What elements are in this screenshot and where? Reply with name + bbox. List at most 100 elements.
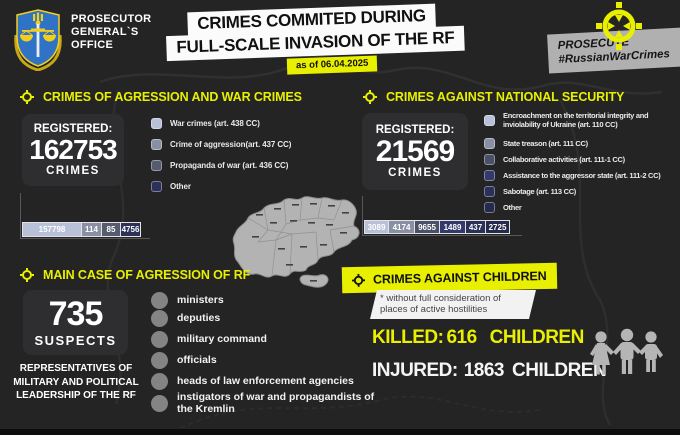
children-figures-icon — [590, 328, 663, 375]
list-item-label: deputies — [177, 311, 221, 324]
legend-swatch — [484, 153, 495, 165]
list-item: military command — [151, 331, 267, 348]
killed-children-stat: KILLED: 616 CHILDREN — [372, 327, 584, 349]
note-line: * without full consideration of — [380, 293, 501, 304]
registered-label: REGISTERED: — [375, 123, 455, 136]
legend-item: Other — [484, 199, 670, 215]
legend-label: War crimes (art. 438 CC) — [170, 118, 260, 128]
main-title: CRIMES COMMITED DURING FULL-SCALE INVASI… — [165, 3, 465, 62]
legend-item: Encroachment on the territorial integrit… — [484, 111, 670, 129]
as-of-date: as of 06.04.2025 — [286, 55, 378, 75]
crosshair-icon — [363, 90, 377, 104]
bar-segment: 9655 — [414, 220, 440, 234]
legend-item: Collaborative activities (art. 111-1 CC) — [484, 151, 670, 167]
crosshair-target-icon — [596, 2, 642, 50]
legend-swatch — [484, 201, 495, 213]
legend-swatch — [151, 117, 162, 129]
caption-line: LEADERSHIP OF THE RF — [16, 390, 136, 401]
children-note: * without full consideration of places o… — [370, 290, 536, 319]
bar-segment: 85 — [101, 222, 121, 237]
list-item: officials — [151, 352, 217, 369]
list-item-label: heads of law enforcement agencies — [177, 374, 354, 387]
bullet-circle-icon — [151, 373, 168, 390]
national-security-stacked-bar: 3089 4174 9655 1489 437 2725 — [364, 220, 510, 234]
bar-segment: 157798 — [22, 222, 82, 237]
legend-label: Other — [503, 202, 522, 212]
section-title: CRIMES AGAINST NATIONAL SECURITY — [386, 90, 625, 104]
bullet-circle-icon — [151, 310, 168, 327]
org-line: PROSECUTOR — [71, 13, 152, 25]
national-security-axis-y — [362, 196, 363, 235]
war-crimes-stat-box: REGISTERED: 162753 CRIMES — [22, 114, 124, 186]
war-crimes-axis-x — [20, 238, 150, 239]
legend-label: Collaborative activities (art. 111-1 CC) — [503, 154, 625, 164]
bottom-strip — [0, 429, 680, 435]
legend-item: War crimes (art. 438 CC) — [151, 115, 291, 131]
bar-segment: 1489 — [439, 220, 466, 234]
war-crimes-total: 162753 — [29, 134, 117, 166]
crosshair-icon — [20, 90, 34, 104]
legend-item: State treason (art. 111 CC) — [484, 135, 670, 151]
national-security-stat-box: REGISTERED: 21569 CRIMES — [362, 113, 468, 190]
caption-line: MILITARY AND POLITICAL — [13, 376, 139, 388]
legend-item: Assistance to the aggressor state (art. … — [484, 167, 670, 183]
bar-segment: 3089 — [364, 220, 389, 234]
injured-children-stat: INJURED: 1863 CHILDREN — [372, 360, 607, 382]
war-crimes-legend: War crimes (art. 438 CC) Crime of aggres… — [151, 115, 291, 194]
crimes-unit-label: CRIMES — [46, 164, 100, 177]
crimes-unit-label: CRIMES — [388, 167, 442, 180]
legend-swatch — [484, 185, 495, 197]
war-crimes-axis-y — [20, 193, 21, 238]
section-title: CRIMES OF AGRESSION AND WAR CRIMES — [43, 90, 302, 104]
list-item: ministers — [151, 292, 224, 309]
legend-swatch — [151, 159, 162, 171]
legend-item: Crime of aggression(art. 437 CC) — [151, 136, 291, 152]
bullet-circle-icon — [151, 352, 168, 369]
legend-swatch — [151, 138, 162, 150]
national-security-legend: Encroachment on the territorial integrit… — [484, 111, 670, 215]
suspects-unit-label: SUSPECTS — [34, 332, 117, 348]
national-security-total: 21569 — [375, 134, 455, 168]
bullet-circle-icon — [151, 331, 168, 348]
killed-unit: CHILDREN — [489, 327, 585, 348]
suspects-caption: REPRESENTATIVES OF MILITARY AND POLITICA… — [8, 362, 144, 403]
ukraine-regions-map — [232, 196, 360, 288]
bar-segment: 4756 — [120, 222, 141, 237]
legend-label: Sabotage (art. 113 CC) — [503, 186, 577, 196]
crosshair-icon — [20, 268, 34, 282]
list-item: heads of law enforcement agencies — [151, 373, 354, 390]
injured-label: INJURED: — [372, 360, 458, 381]
bar-segment: 2725 — [485, 220, 510, 234]
legend-label: Other — [170, 181, 191, 191]
injured-value: 1863 — [463, 360, 505, 381]
list-item-label: officials — [177, 353, 217, 366]
killed-value: 616 — [446, 327, 477, 348]
section-national-security-header: CRIMES AGAINST NATIONAL SECURITY — [363, 90, 624, 104]
section-title: MAIN CASE OF AGRESSION OF RF — [43, 268, 251, 282]
suspects-total: 735 — [48, 295, 104, 334]
legend-label: Propaganda of war (art. 436 CC) — [170, 160, 289, 170]
legend-item: Sabotage (art. 113 CC) — [484, 183, 670, 199]
bar-segment: 437 — [465, 220, 486, 234]
list-item-label: instigators of war and propagandists of … — [177, 391, 375, 415]
killed-label: KILLED: — [372, 327, 444, 348]
prosecutor-office-emblem — [14, 9, 62, 71]
legend-swatch — [484, 114, 495, 126]
list-item: deputies — [151, 310, 220, 327]
org-line: GENERAL`S — [71, 26, 139, 38]
suspects-stat-box: 735 SUSPECTS — [23, 290, 128, 355]
bar-segment: 4174 — [388, 220, 415, 234]
note-line: places of active hostilities — [380, 304, 488, 315]
legend-swatch — [484, 169, 495, 181]
list-item-label: military command — [177, 332, 267, 345]
bullet-circle-icon — [151, 292, 168, 309]
legend-label: State treason (art. 111 CC) — [503, 138, 588, 148]
national-security-axis-x — [362, 235, 522, 236]
injured-unit: CHILDREN — [512, 360, 607, 381]
section-war-crimes-header: CRIMES OF AGRESSION AND WAR CRIMES — [20, 90, 302, 104]
legend-label: Encroachment on the territorial integrit… — [503, 111, 649, 129]
list-item-label: ministers — [177, 293, 224, 306]
section-title: CRIMES AGAINST CHILDREN — [372, 268, 547, 287]
legend-item: Propaganda of war (art. 436 CC) — [151, 157, 291, 173]
crosshair-icon — [352, 273, 366, 287]
